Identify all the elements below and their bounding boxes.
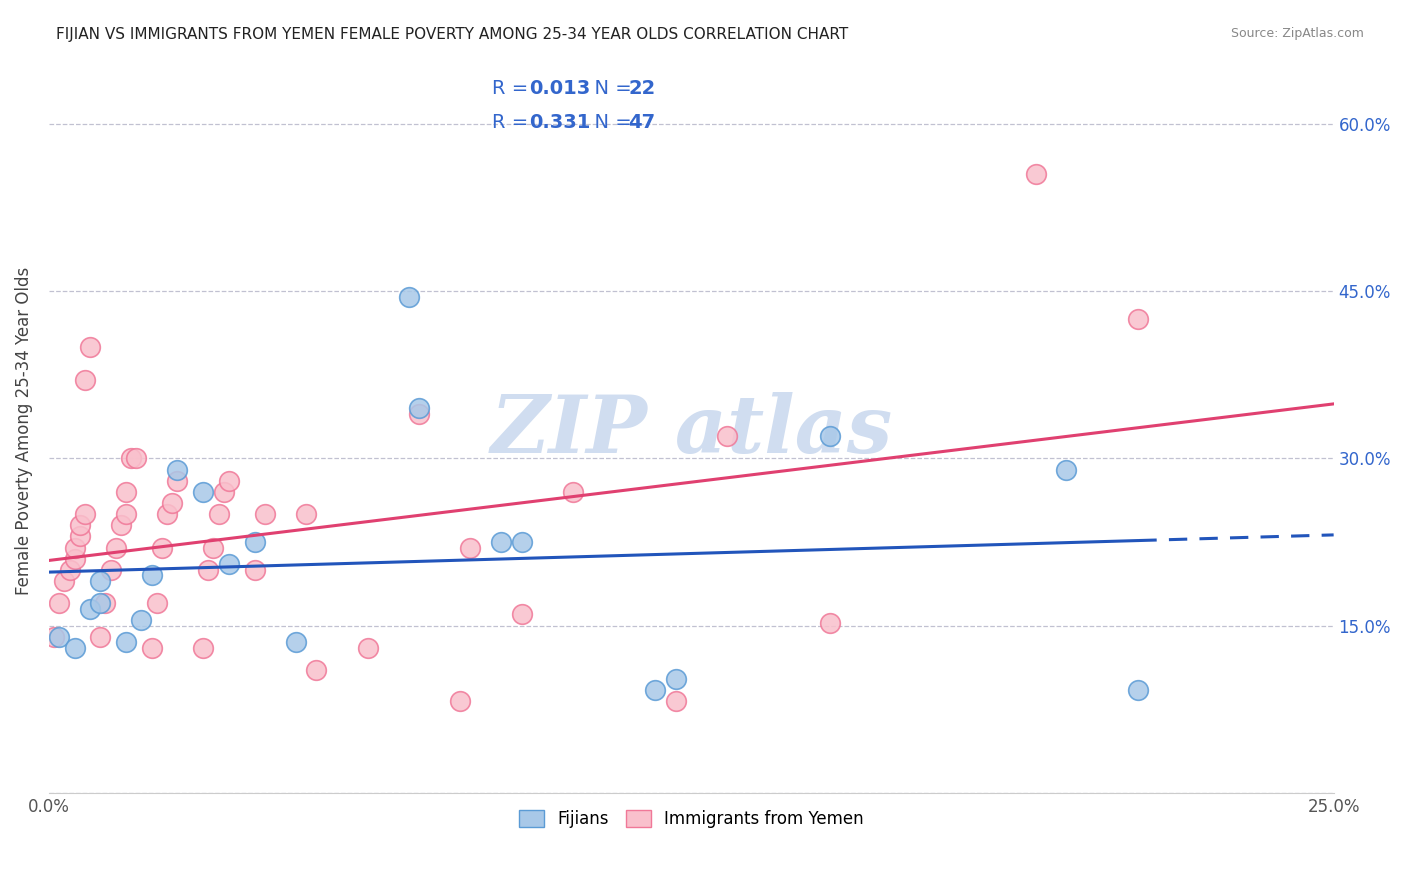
Point [1054,462,1077,476]
Point [89,630,111,644]
Point [818,616,841,631]
Point [48,630,70,644]
Point [284,635,307,649]
Point [243,563,266,577]
Point [665,694,688,708]
Point [305,663,328,677]
Point [141,568,163,582]
Point [1025,167,1047,181]
Point [356,640,378,655]
Point [202,541,225,555]
Point [146,596,169,610]
Point [166,474,188,488]
Point [104,541,127,555]
Point [243,535,266,549]
Point [218,474,240,488]
Point [141,640,163,655]
Text: 22: 22 [628,78,655,98]
Point [398,290,420,304]
Point [63,541,86,555]
Point [460,541,482,555]
Text: ZIP atlas: ZIP atlas [491,392,893,469]
Point [295,507,318,521]
Point [100,563,122,577]
Point [69,529,91,543]
Text: Source: ZipAtlas.com: Source: ZipAtlas.com [1230,27,1364,40]
Point [58,563,80,577]
Point [150,541,173,555]
Text: N =: N = [582,113,638,132]
Y-axis label: Female Poverty Among 25-34 Year Olds: Female Poverty Among 25-34 Year Olds [15,267,32,595]
Text: FIJIAN VS IMMIGRANTS FROM YEMEN FEMALE POVERTY AMONG 25-34 YEAR OLDS CORRELATION: FIJIAN VS IMMIGRANTS FROM YEMEN FEMALE P… [56,27,848,42]
Point [818,429,841,443]
Point [191,484,214,499]
Point [53,574,76,588]
Point [510,607,533,622]
Point [510,535,533,549]
Text: 0.331: 0.331 [530,113,591,132]
Point [79,340,101,354]
Point [73,507,96,521]
Point [131,613,153,627]
Point [94,596,117,610]
Point [716,429,738,443]
Point [162,496,184,510]
Point [207,507,229,521]
Text: R =: R = [492,78,534,98]
Point [125,451,148,466]
Point [89,596,111,610]
Point [562,484,585,499]
Point [115,484,138,499]
Point [115,635,138,649]
Point [120,451,142,466]
Point [644,683,666,698]
Point [212,484,235,499]
Point [218,558,240,572]
Point [1128,312,1150,326]
Point [665,672,688,686]
Text: 0.013: 0.013 [530,78,591,98]
Point [197,563,219,577]
Point [489,535,512,549]
Point [408,401,430,416]
Point [110,518,132,533]
Point [48,596,70,610]
Point [449,694,471,708]
Point [73,374,96,388]
Point [63,551,86,566]
Point [253,507,276,521]
Text: N =: N = [582,78,638,98]
Point [115,507,138,521]
Point [89,574,111,588]
Point [191,640,214,655]
Point [156,507,179,521]
Legend: Fijians, Immigrants from Yemen: Fijians, Immigrants from Yemen [512,804,870,835]
Text: 47: 47 [628,113,655,132]
Point [408,407,430,421]
Point [69,518,91,533]
Point [79,602,101,616]
Point [1128,683,1150,698]
Point [63,640,86,655]
Point [42,630,65,644]
Point [166,462,188,476]
Text: R =: R = [492,113,534,132]
